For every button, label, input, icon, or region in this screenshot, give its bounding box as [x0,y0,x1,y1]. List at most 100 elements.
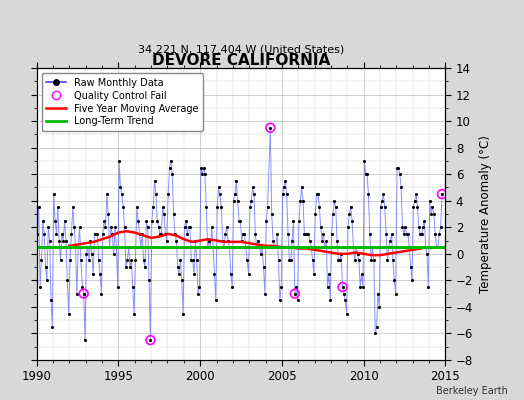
Point [202,204,211,210]
Point [187,257,195,264]
Point [114,284,122,290]
Point [221,231,230,237]
Point [176,257,184,264]
Point [438,191,446,197]
Point [219,237,227,244]
Point [282,191,291,197]
Point [94,257,103,264]
Point [389,257,397,264]
Point [132,257,140,264]
Point [167,158,175,164]
Point [51,218,59,224]
Point [385,244,393,250]
Point [216,191,224,197]
Point [146,337,155,343]
Point [44,224,52,230]
Point [359,284,367,290]
Point [194,290,202,297]
Point [397,184,406,191]
Point [178,277,186,284]
Point [231,191,239,197]
Point [175,270,183,277]
Point [47,297,55,304]
Point [117,191,126,197]
Point [64,310,73,317]
Point [89,270,97,277]
Point [99,231,107,237]
Point [432,244,441,250]
Point [107,224,115,230]
Point [122,264,130,270]
Point [179,310,187,317]
Point [334,257,343,264]
Point [262,218,270,224]
Point [67,231,75,237]
Point [284,231,292,237]
Point [328,231,336,237]
Y-axis label: Temperature Anomaly (°C): Temperature Anomaly (°C) [479,135,492,293]
Point [435,231,443,237]
Point [410,198,419,204]
Point [366,231,374,237]
Point [276,297,284,304]
Point [130,310,138,317]
Point [383,257,391,264]
Point [208,224,216,230]
Point [168,171,177,177]
Point [165,164,173,171]
Point [209,244,217,250]
Point [427,211,435,217]
Point [225,244,234,250]
Point [80,290,88,297]
Point [91,231,99,237]
Point [348,218,356,224]
Point [266,124,275,131]
Point [374,290,382,297]
Point [275,257,283,264]
Point [425,198,434,204]
Text: Berkeley Earth: Berkeley Earth [436,386,508,396]
Point [41,264,50,270]
Point [93,231,102,237]
Point [121,224,129,230]
Point [214,184,223,191]
Point [217,204,225,210]
Point [430,211,438,217]
Point [53,204,62,210]
Point [329,211,337,217]
Point [239,231,247,237]
Point [135,231,144,237]
Point [264,204,272,210]
Point [237,237,246,244]
Point [362,171,370,177]
Point [124,244,133,250]
Point [171,231,179,237]
Point [150,178,159,184]
Point [401,224,409,230]
Point [295,218,303,224]
Point [248,184,257,191]
Point [436,224,445,230]
Point [281,178,289,184]
Point [330,198,339,204]
Point [69,204,77,210]
Point [296,198,304,204]
Point [312,191,321,197]
Point [398,224,407,230]
Point [291,290,299,297]
Point [40,231,48,237]
Point [230,198,238,204]
Point [391,290,400,297]
Point [322,237,330,244]
Point [116,184,125,191]
Point [66,257,74,264]
Point [81,337,89,343]
Point [413,204,422,210]
Point [254,237,263,244]
Point [56,257,64,264]
Point [144,224,152,230]
Point [339,284,347,290]
Point [419,224,427,230]
Point [155,224,163,230]
Point [340,290,348,297]
